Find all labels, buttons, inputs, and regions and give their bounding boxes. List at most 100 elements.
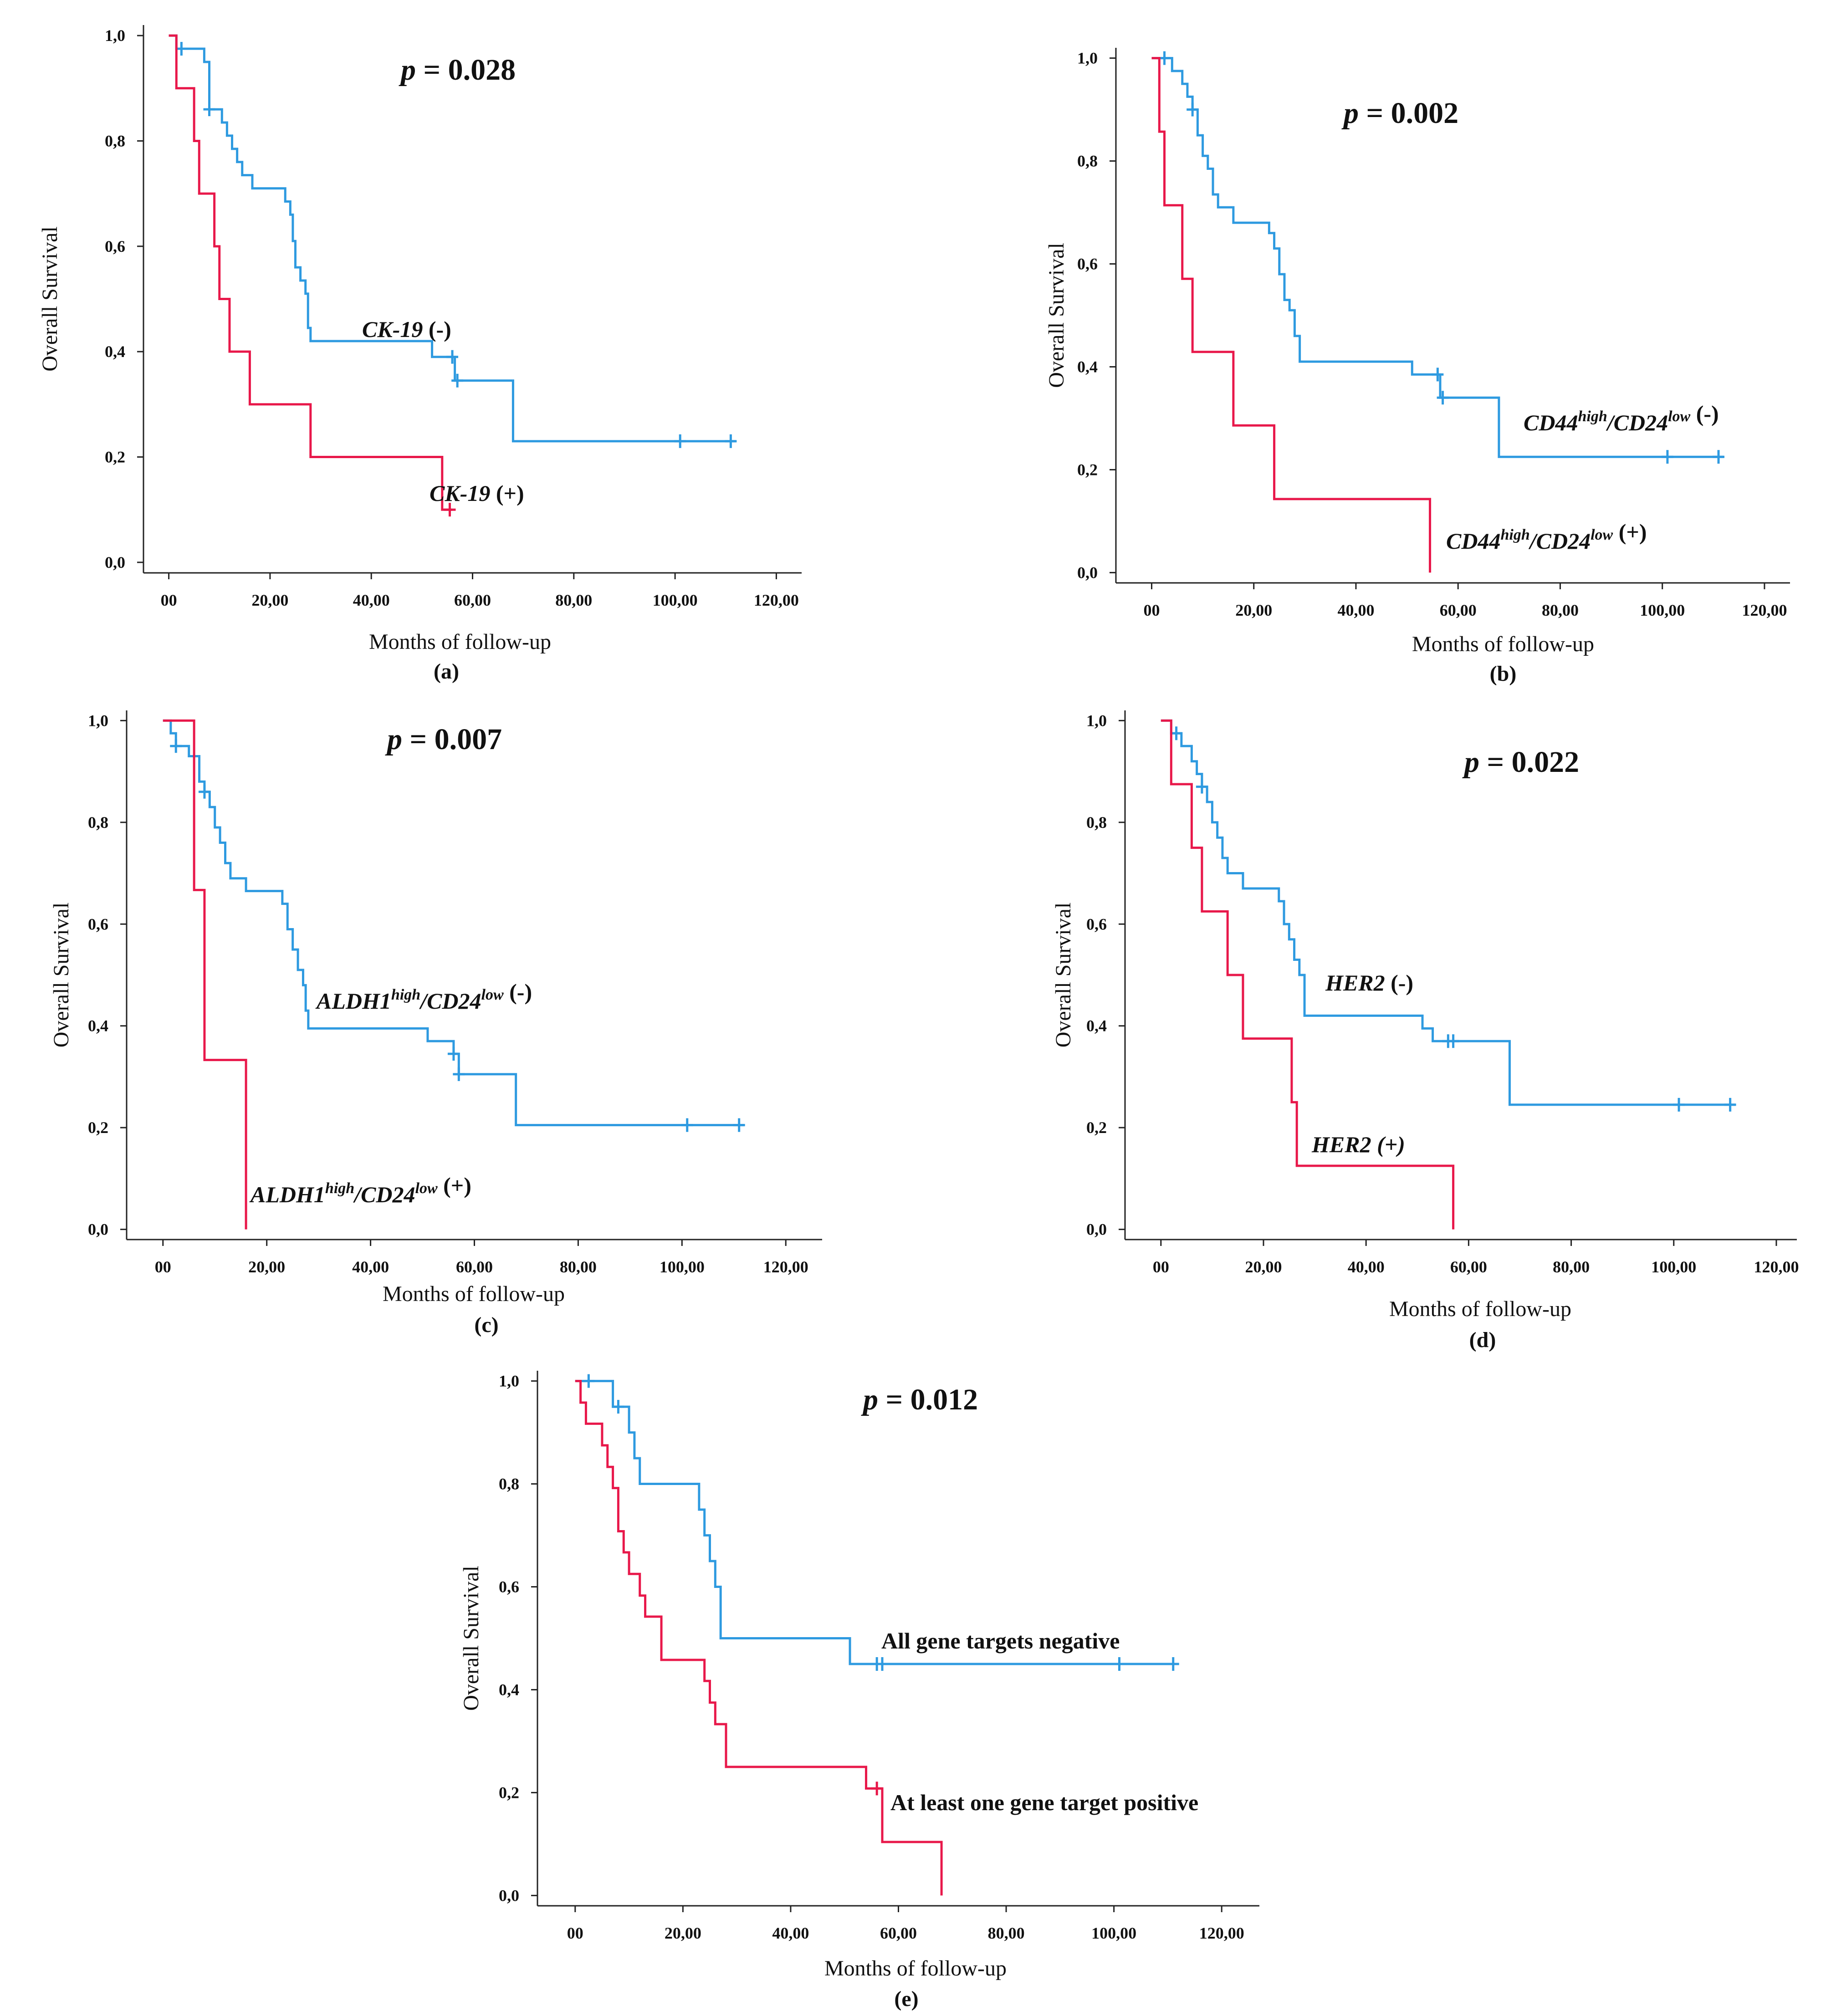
x-tick-label: 100,00 [653,591,698,609]
p-value-number: = 0.012 [878,1383,978,1416]
y-tick-label: 0,8 [105,132,125,150]
survival-curve-negative [575,1380,1179,1665]
y-axis-label: Overall Survival [459,1566,483,1711]
km-panel-c: 0,0 0,2 0,4 0,6 0,8 1,0 00 20,00 40,00 60,00 80,00… [49,710,822,1337]
y-tick-label: 0,0 [499,1886,519,1904]
y-tick-label: 0,2 [1077,460,1098,479]
series-label-negative: CD44high/CD24low (-) [1524,401,1719,435]
series-label-sup: low [1591,526,1613,543]
y-tick-label: 0,6 [499,1578,519,1596]
series-label-negative: HER2 (-) [1325,970,1413,995]
series-label-suffix: At least one gene target positive [890,1790,1198,1815]
y-tick-label: 0,2 [1086,1118,1107,1137]
series-label-suffix: All gene targets negative [881,1628,1120,1654]
series-label-negative: All gene targets negative [881,1628,1120,1654]
series-label-positive: ALDH1high/CD24low (+) [249,1173,471,1207]
series-label-part: /CD24 [419,988,481,1014]
y-tick-label: 0,0 [105,553,125,572]
y-axis-label: Overall Survival [1051,903,1075,1048]
p-value: p = 0.028 [399,53,516,87]
y-tick-label: 0,6 [88,915,108,933]
km-panel-e: 0,0 0,2 0,4 0,6 0,8 1,0 00 20,00 40,00 60,00 80,00… [459,1371,1259,2011]
y-tick-label: 0,2 [499,1783,519,1802]
y-tick-label: 1,0 [1086,711,1107,730]
x-tick-label: 80,00 [988,1924,1025,1942]
series-label-name: ALDH1high/CD24low [249,1180,438,1207]
x-tick-label: 120,00 [1199,1924,1244,1942]
p-value-symbol: p [861,1383,878,1416]
survival-curve-negative [1151,57,1724,458]
p-value-symbol: p [1341,97,1359,130]
y-tick-label: 0,0 [1086,1220,1107,1239]
series-label-suffix: (+) [490,480,524,506]
x-tick-label: 40,00 [1348,1258,1385,1276]
survival-curve-positive [163,719,247,1230]
series-label-negative: CK-19 (-) [362,316,451,342]
x-tick-label: 00 [1153,1258,1169,1276]
y-axis-label: Overall Survival [49,903,73,1048]
x-tick-label: 100,00 [1651,1258,1696,1276]
series-label-suffix: (-) [1385,970,1413,995]
x-tick-label: 60,00 [456,1258,493,1276]
y-tick-label: 0,2 [88,1118,108,1137]
x-tick-label: 40,00 [352,1258,389,1276]
p-value-number: = 0.028 [416,53,516,87]
x-tick-label: 20,00 [248,1258,285,1276]
panel-caption: (e) [894,1987,918,2011]
y-tick-label: 0,6 [1086,915,1107,933]
x-axis-label: Months of follow-up [1389,1297,1571,1321]
p-value-number: = 0.002 [1359,97,1458,130]
y-tick-label: 0,8 [1077,152,1098,170]
x-tick-label: 80,00 [1542,601,1579,619]
series-label-sup: high [1578,408,1607,425]
series-label-sup: low [415,1180,438,1197]
x-axis-label: Months of follow-up [369,630,551,654]
x-tick-label: 100,00 [660,1258,705,1276]
x-tick-label: 80,00 [555,591,592,609]
x-tick-label: 80,00 [560,1258,597,1276]
y-tick-label: 0,4 [1077,357,1098,376]
p-value: p = 0.012 [861,1383,978,1416]
series-label-name: CK-19 [430,480,490,506]
series-label-suffix: (-) [1690,401,1718,426]
p-value-number: = 0.022 [1479,745,1579,779]
y-tick-label: 0,4 [1086,1017,1107,1035]
series-label-sup: low [1668,408,1690,425]
series-label-positive: CK-19 (+) [430,480,524,506]
series-label-part: CD44 [1446,528,1500,554]
x-tick-label: 60,00 [1440,601,1477,619]
survival-curve-negative [169,34,736,443]
series-label-positive: At least one gene target positive [890,1790,1198,1815]
x-tick-label: 20,00 [251,591,288,609]
x-tick-label: 100,00 [1640,601,1685,619]
survival-curve-negative [163,719,745,1127]
x-tick-label: 80,00 [1553,1258,1590,1276]
y-tick-label: 0,8 [1086,813,1107,832]
y-tick-label: 0,4 [88,1017,108,1035]
series-label-part: /CD24 [1528,528,1591,554]
y-tick-label: 0,8 [88,813,108,832]
y-axis-label: Overall Survival [1044,243,1069,388]
series-label-suffix: (-) [423,316,451,342]
panel-caption: (b) [1490,662,1517,686]
x-tick-label: 120,00 [763,1258,808,1276]
x-tick-label: 60,00 [454,591,491,609]
y-tick-label: 1,0 [88,711,108,730]
x-tick-label: 00 [567,1924,583,1942]
x-tick-label: 120,00 [754,591,799,609]
x-tick-label: 60,00 [880,1924,917,1942]
survival-curve-positive [1161,719,1455,1230]
y-tick-label: 0,2 [105,448,125,466]
y-tick-label: 0,6 [1077,255,1098,273]
y-tick-label: 1,0 [105,26,125,45]
p-value: p = 0.007 [385,723,502,756]
series-label-negative: ALDH1high/CD24low (-) [315,979,532,1014]
series-label-positive: CD44high/CD24low (+) [1446,519,1647,554]
y-tick-label: 0,6 [105,237,125,255]
x-tick-label: 20,00 [1235,601,1272,619]
series-label-sup: low [481,986,504,1003]
series-label-positive: HER2 (+) [1311,1132,1405,1157]
series-label-name: CD44high/CD24low [1524,408,1691,435]
y-tick-label: 0,4 [499,1680,519,1699]
